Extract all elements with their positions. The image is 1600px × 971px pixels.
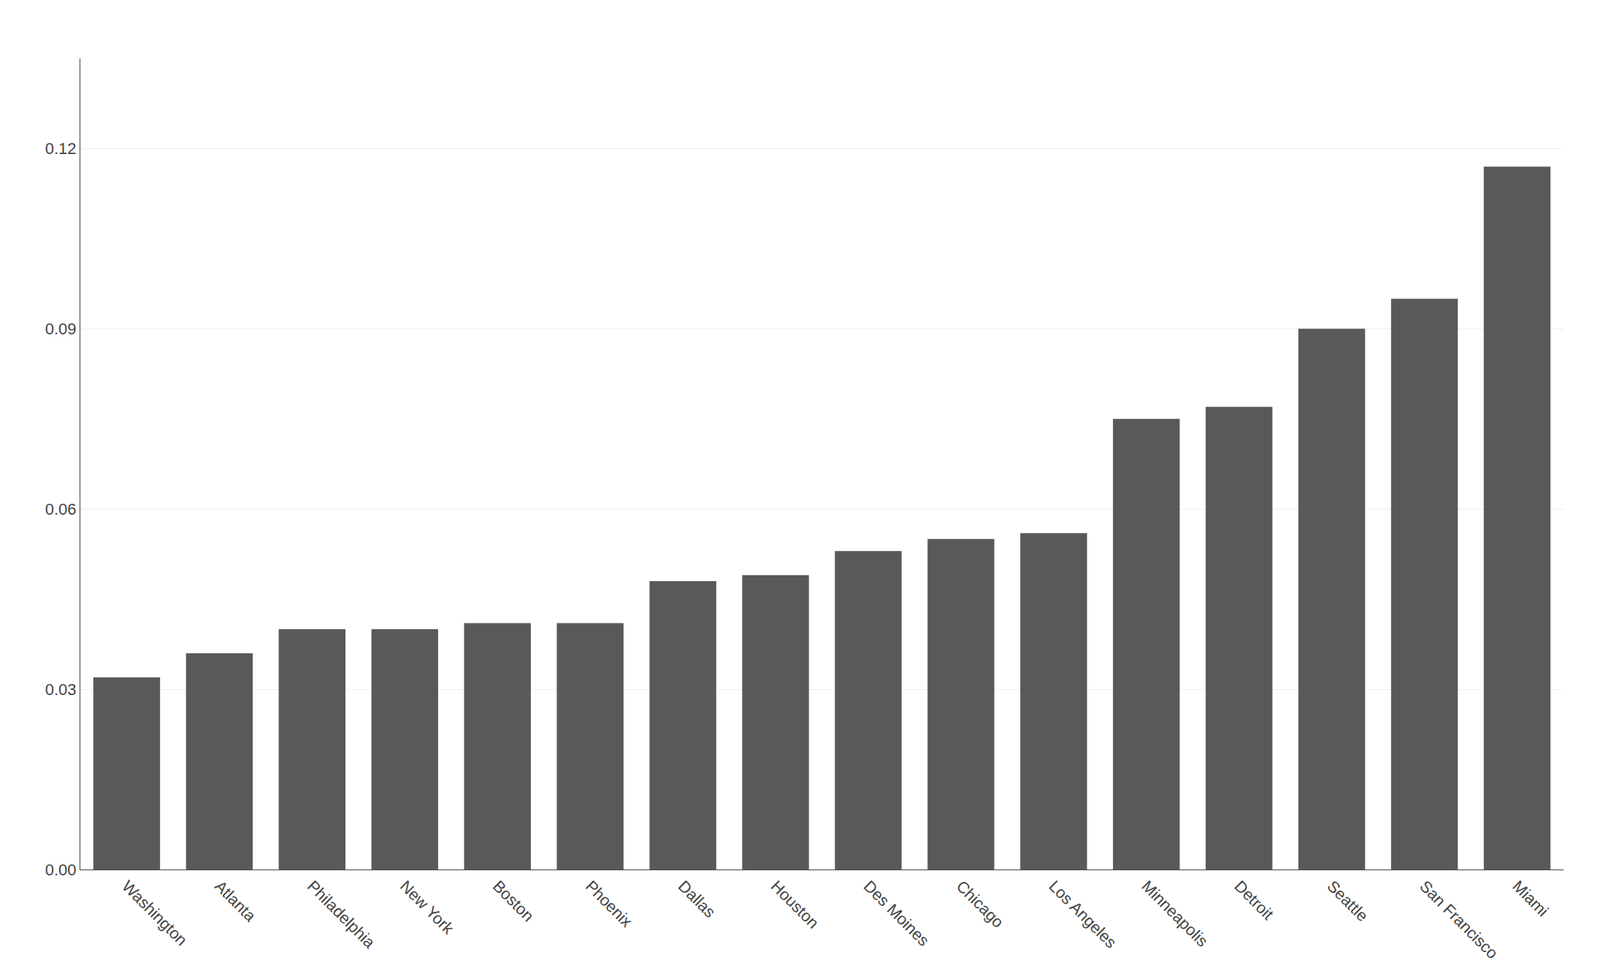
svg-text:Seattle: Seattle	[1323, 877, 1372, 926]
svg-text:0.00: 0.00	[45, 860, 77, 880]
svg-text:Des Moines: Des Moines	[860, 877, 934, 951]
svg-text:Atlanta: Atlanta	[211, 877, 260, 926]
svg-text:0.06: 0.06	[45, 500, 77, 519]
svg-text:Detroit: Detroit	[1230, 877, 1277, 924]
svg-text:0.03: 0.03	[45, 680, 77, 699]
svg-text:0.12: 0.12	[45, 139, 77, 158]
svg-text:Dallas: Dallas	[674, 877, 720, 922]
svg-text:0.09: 0.09	[45, 319, 77, 339]
svg-text:Washington: Washington	[118, 877, 191, 950]
svg-text:Miami: Miami	[1508, 877, 1552, 921]
svg-text:Phoenix: Phoenix	[582, 877, 637, 932]
svg-text:Houston: Houston	[767, 877, 824, 933]
svg-text:New York: New York	[396, 877, 458, 939]
svg-text:Chicago: Chicago	[952, 877, 1008, 932]
svg-text:San Francisco: San Francisco	[1415, 877, 1502, 963]
svg-text:Philadelphia: Philadelphia	[303, 877, 380, 953]
svg-text:Los Angeles: Los Angeles	[1045, 877, 1121, 952]
svg-text:Minneapolis: Minneapolis	[1137, 877, 1212, 951]
svg-text:Boston: Boston	[489, 877, 538, 926]
